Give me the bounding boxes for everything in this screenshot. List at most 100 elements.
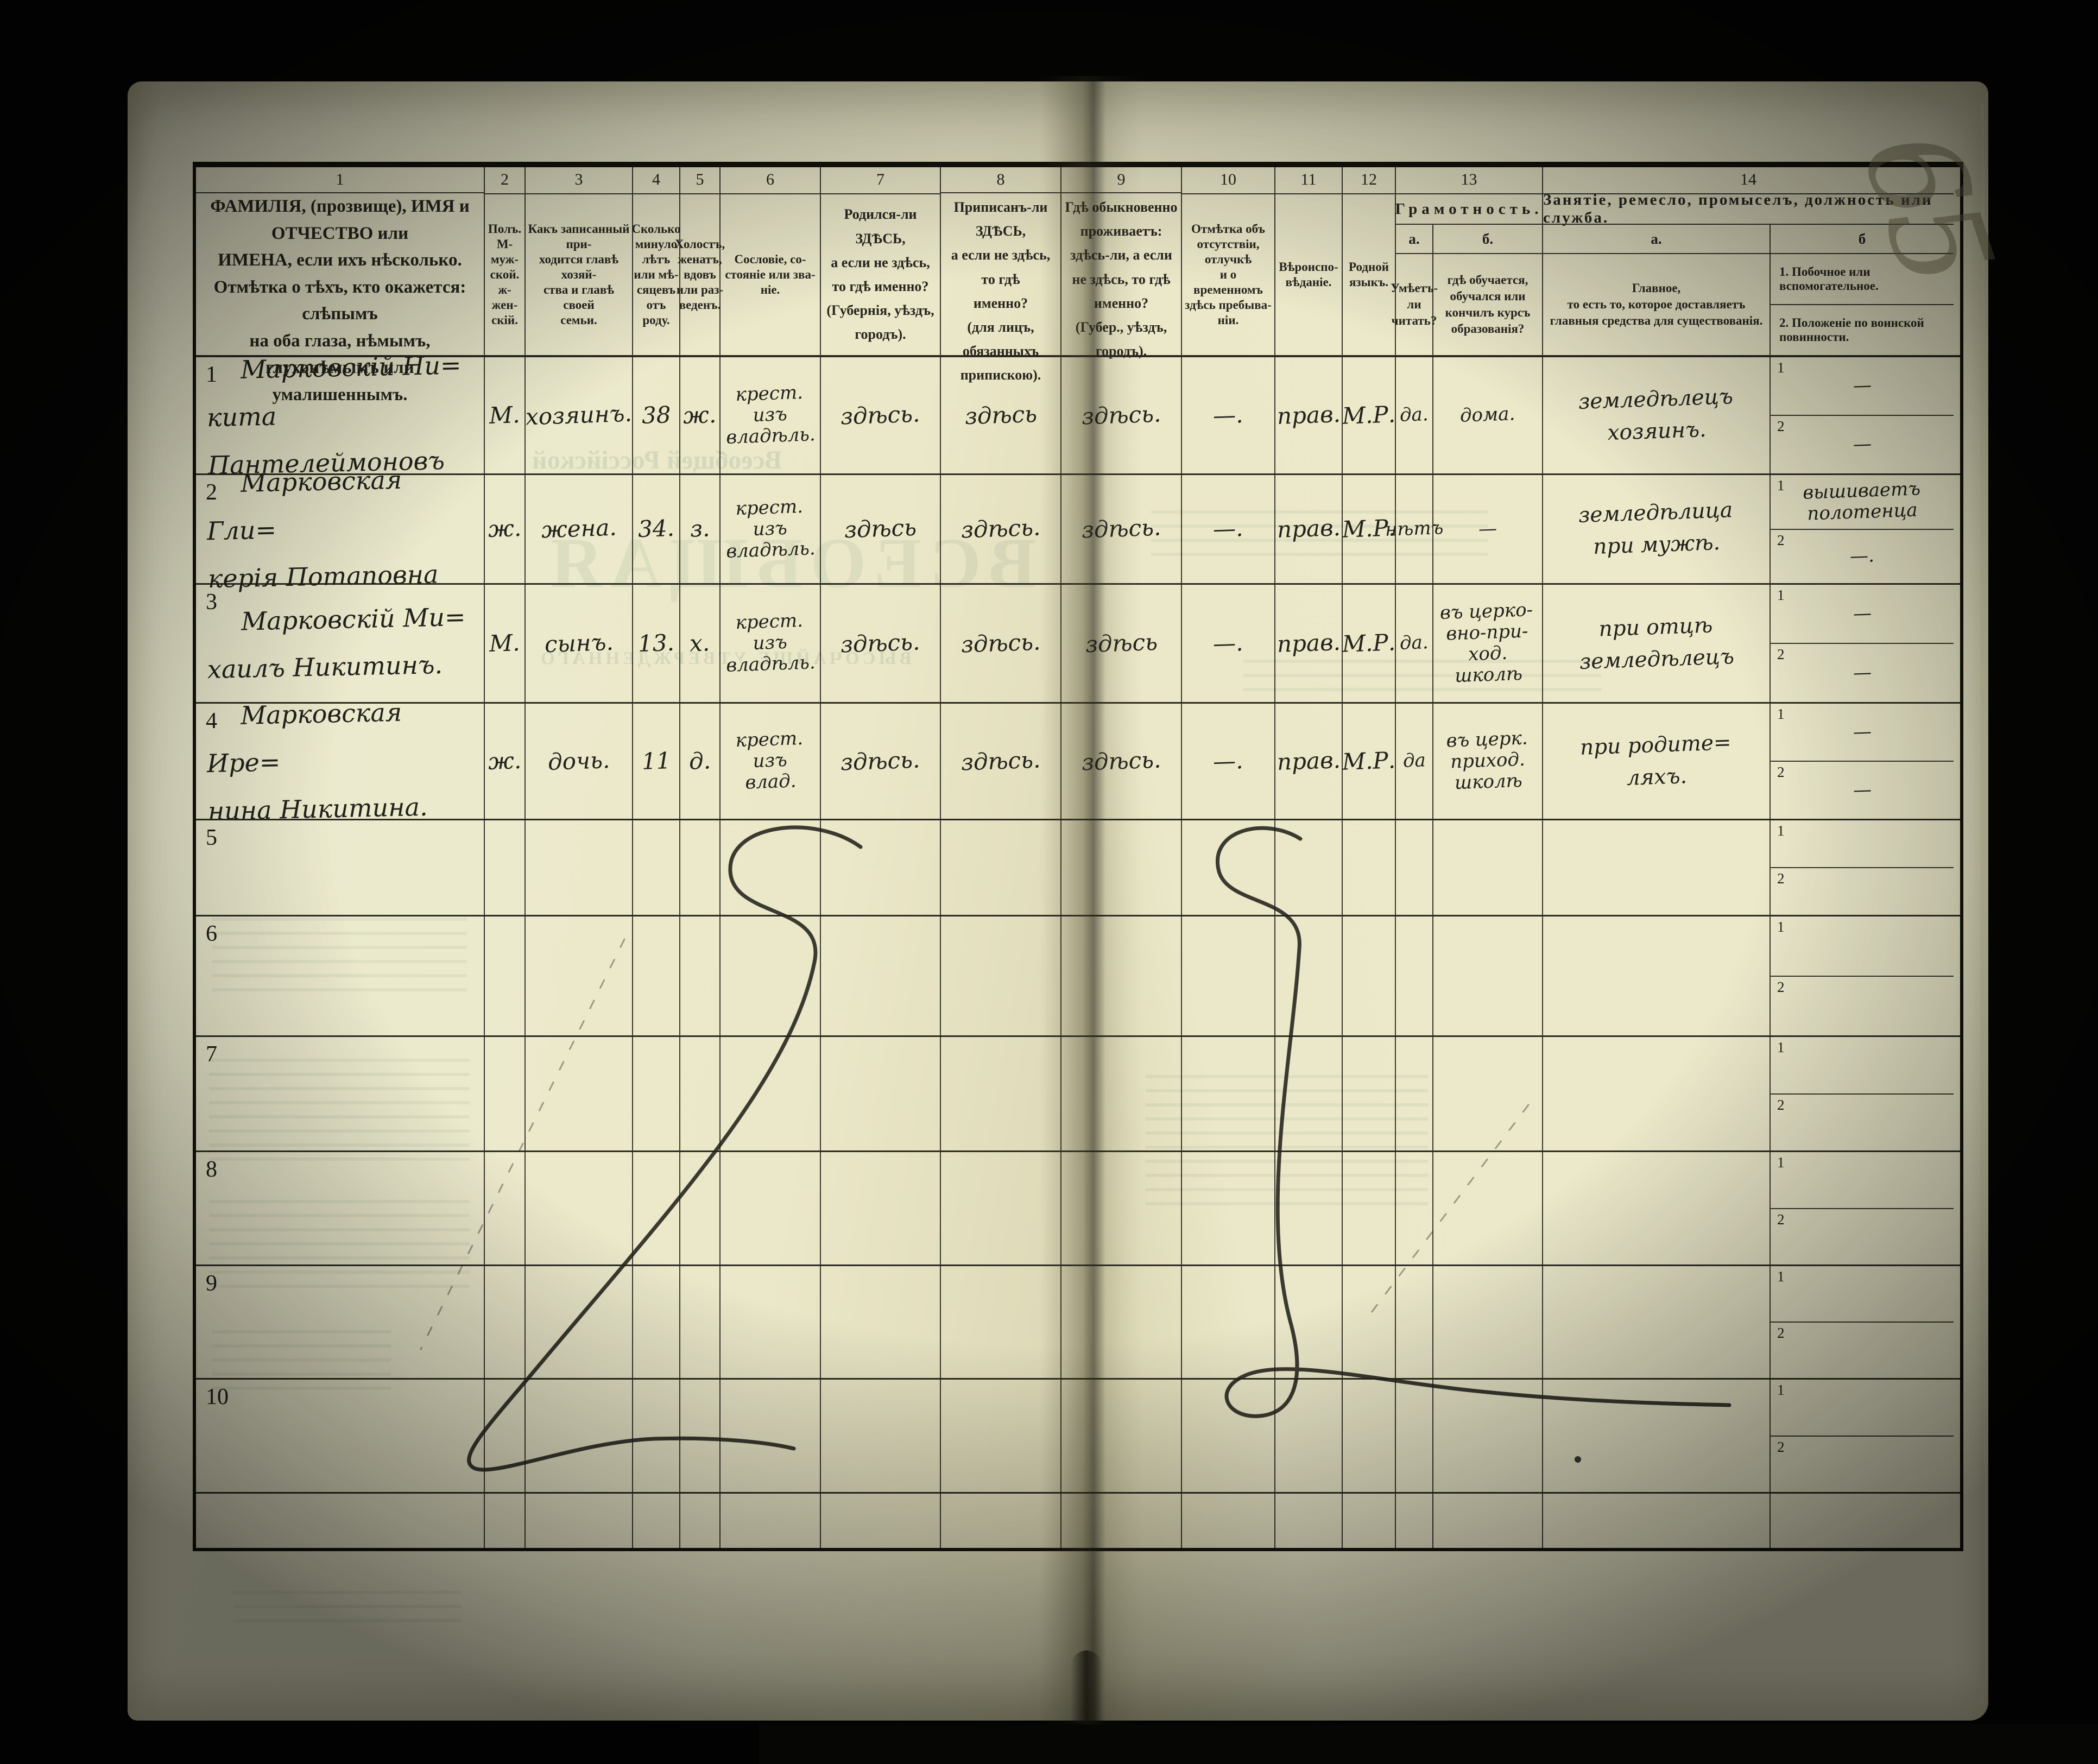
subcell-side-occupation: 1— — [1771, 704, 1954, 762]
column-header-9: 9 Гдѣ обыкновенно проживаетъ: здѣсь-ли, … — [1060, 167, 1181, 355]
cell-education: въ церко- вно-при- ход. школѣ — [1432, 585, 1542, 702]
cell-language: М.Р. — [1342, 585, 1395, 702]
cell-religion: прав. — [1274, 585, 1342, 702]
table-bottom-band — [196, 1494, 1960, 1548]
table-row-3: 3 Марковскій Ми= хаилъ Никитинъ. М. сынъ.… — [196, 585, 1960, 704]
cell-sex: ж. — [484, 704, 524, 819]
cell-estate: крест. изъ владѣль. — [719, 475, 820, 583]
cell-residence: здѣсь. — [1060, 357, 1181, 473]
cell-religion: прав. — [1274, 704, 1342, 819]
column-header-7: 7 Родился-ли ЗДѢСЬ, а если не здѣсь, то … — [820, 167, 940, 355]
cell-relation: хозяинъ. — [524, 357, 632, 473]
cell-sex: ж. — [484, 475, 524, 583]
cell-religion: прав. — [1274, 357, 1342, 473]
cell-religion: прав. — [1274, 475, 1342, 583]
cell-language: М.Р. — [1342, 704, 1395, 819]
table-header: 1 ФАМИЛІЯ, (прозвище), ИМЯ и ОТЧЕСТВО ил… — [196, 167, 1960, 357]
subcell-military-duty: 2 —. — [1771, 530, 1954, 584]
subcell-military-duty: 2— — [1771, 762, 1954, 819]
cell-birthplace: здѣсь. — [820, 585, 940, 702]
cell-ascription: здѣсь. — [940, 475, 1060, 583]
cell-age: 38 — [632, 357, 679, 473]
cell-name: 6 — [196, 916, 484, 1035]
column-header-2: 2 Полъ. М-муж- ской. ж-жен- скій. — [484, 167, 524, 355]
cell-estate: крест. изъ владѣль. — [719, 585, 820, 702]
table-body: 1 Марковскій Ни= кита Пантелеймоновъ М. х… — [196, 357, 1960, 1548]
cell-marital: х. — [679, 585, 719, 702]
column-header-13b: б. гдѣ обучается, обучался или кончилъ к… — [1432, 225, 1542, 355]
subcell-side-occupation: 1 вышиваетъ полотенца — [1771, 475, 1954, 530]
cell-marital: д. — [679, 704, 719, 819]
cell-name: 4 Марковская Ире= нина Никитина. — [196, 704, 484, 819]
cell-relation: дочь. — [524, 704, 632, 819]
cell-marital: з. — [679, 475, 719, 583]
cell-absence: —. — [1181, 704, 1274, 819]
column-header-1: 1 ФАМИЛІЯ, (прозвище), ИМЯ и ОТЧЕСТВО ил… — [196, 167, 484, 355]
cell-name: 3 Марковскій Ми= хаилъ Никитинъ. — [196, 585, 484, 702]
cell-estate: крест. изъ влад. — [719, 704, 820, 819]
cell-occupation-side: 1 вышиваетъ полотенца 2 —. — [1770, 475, 1954, 583]
column-header-10: 10 Отмѣтка объ отсутствіи, отлучкѣ и о в… — [1181, 167, 1274, 355]
table-row-10: 10 12 — [196, 1380, 1960, 1494]
cell-sex: М. — [484, 357, 524, 473]
photo-of-census-book: Всеобщей Россійской ВСЕОБЩАЯ ВЫСОЧАЙШЕ У… — [0, 0, 2098, 1764]
cell-occupation-side: 1— 2— — [1770, 585, 1954, 702]
cell-literacy: да. — [1395, 585, 1432, 702]
cell-name: 2 Марковская Гли= керія Потаповна — [196, 475, 484, 583]
bleedthrough-block — [233, 1591, 462, 1623]
cell-relation: жена. — [524, 475, 632, 583]
cell-absence: —. — [1181, 585, 1274, 702]
cell-occupation-main: земледѣлица при мужѣ. — [1542, 475, 1770, 583]
subcell-side-occupation: 1— — [1771, 585, 1954, 644]
column-header-14a: а. Главное, то есть то, которое доставля… — [1543, 225, 1770, 355]
column-header-13a: а. Умѣетъ- ли читать? — [1396, 225, 1432, 355]
cell-age: 11 — [632, 704, 679, 819]
column-header-4: 4 Сколько минуло лѣтъ или мѣ- сяцевъ отъ… — [632, 167, 679, 355]
column-header-11: 11 Вѣроиспо- вѣданіе. — [1274, 167, 1342, 355]
table-row-7: 7 12 — [196, 1037, 1960, 1152]
column-header-6: 6 Сословіе, со- стояніе или зва- ніе. — [719, 167, 820, 355]
cell-ascription: здѣсь. — [940, 704, 1060, 819]
cell-literacy: да. — [1395, 357, 1432, 473]
cell-education: дома. — [1432, 357, 1542, 473]
table-row-6: 6 12 — [196, 916, 1960, 1037]
table-row-5: 5 12 — [196, 820, 1960, 916]
subcell-side-occupation: 1— — [1771, 357, 1954, 416]
cell-name: 10 — [196, 1380, 484, 1492]
cell-ascription: здѣсь. — [940, 585, 1060, 702]
cell-absence: —. — [1181, 475, 1274, 583]
cell-birthplace: здѣсь. — [820, 357, 940, 473]
cell-name: 9 — [196, 1266, 484, 1378]
subcell-military-duty: 2— — [1771, 644, 1954, 702]
cell-residence: здѣсь — [1060, 585, 1181, 702]
cell-absence: —. — [1181, 357, 1274, 473]
cell-name: 5 — [196, 820, 484, 915]
cell-birthplace: здѣсь. — [820, 704, 940, 819]
column-header-12: 12 Родной языкъ. — [1342, 167, 1395, 355]
cell-name: 8 — [196, 1152, 484, 1264]
cell-age: 13. — [632, 585, 679, 702]
table-row-8: 8 12 — [196, 1152, 1960, 1266]
cell-education: — — [1432, 475, 1542, 583]
cell-literacy: да — [1395, 704, 1432, 819]
cell-age: 34. — [632, 475, 679, 583]
cell-name: 7 — [196, 1037, 484, 1150]
cell-education: въ церк. приход. школѣ — [1432, 704, 1542, 819]
page-stack-edge — [1981, 103, 1984, 1704]
cell-occupation-side: 1— 2— — [1770, 704, 1954, 819]
column-header-13-literacy: 13 Грамотность. а. Умѣетъ- ли читать? б.… — [1395, 167, 1542, 355]
cell-language: М.Р. — [1342, 357, 1395, 473]
table-row-9: 9 12 — [196, 1266, 1960, 1380]
column-header-5: 5 Холостъ, женатъ, вдовъ или раз- веденъ… — [679, 167, 719, 355]
cell-birthplace: здѣсь — [820, 475, 940, 583]
cell-sex: М. — [484, 585, 524, 702]
table-row-4: 4 Марковская Ире= нина Никитина. ж. дочь.… — [196, 704, 1960, 820]
cell-occupation-side: 1— 2— — [1770, 357, 1954, 473]
cell-residence: здѣсь. — [1060, 475, 1181, 583]
cell-estate: крест. изъ владѣль. — [719, 357, 820, 473]
subcell-military-duty: 2— — [1771, 416, 1954, 473]
cell-occupation-main: земледѣлецъ хозяинъ. — [1542, 357, 1770, 473]
column-header-3: 3 Какъ записанный при- ходится главѣ хоз… — [524, 167, 632, 355]
column-header-8: 8 Приписанъ-ли ЗДѢСЬ, а если не здѣсь, т… — [940, 167, 1060, 355]
cell-marital: ж. — [679, 357, 719, 473]
